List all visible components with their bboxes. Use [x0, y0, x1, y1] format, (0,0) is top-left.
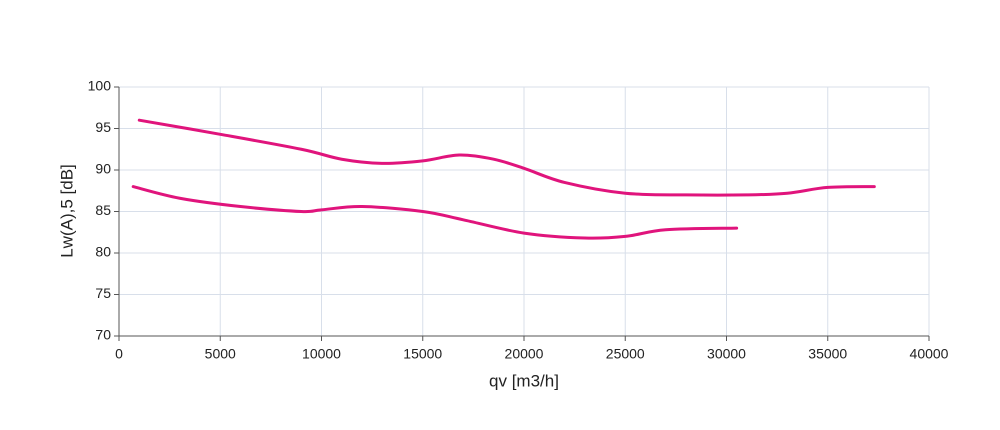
y-tick-label: 85: [95, 202, 111, 218]
x-tick-label: 0: [115, 346, 123, 362]
y-tick-label: 90: [95, 161, 111, 177]
y-tick-label: 80: [95, 244, 111, 260]
x-tick-label: 30000: [707, 346, 746, 362]
y-tick-label: 75: [95, 285, 111, 301]
x-axis-label: qv [m3/h]: [489, 371, 559, 390]
x-tick-label: 40000: [910, 346, 949, 362]
y-tick-label: 100: [88, 78, 112, 94]
y-tick-label: 70: [95, 327, 111, 343]
x-tick-label: 5000: [205, 346, 236, 362]
x-tick-label: 25000: [606, 346, 645, 362]
x-tick-label: 35000: [808, 346, 847, 362]
x-tick-label: 15000: [403, 346, 442, 362]
y-tick-label: 95: [95, 119, 111, 135]
y-axis-label: Lw(A),5 [dB]: [57, 164, 76, 258]
x-tick-label: 10000: [302, 346, 341, 362]
series-line: [137, 118, 876, 197]
x-tick-label: 20000: [505, 346, 544, 362]
series-line: [131, 185, 739, 240]
